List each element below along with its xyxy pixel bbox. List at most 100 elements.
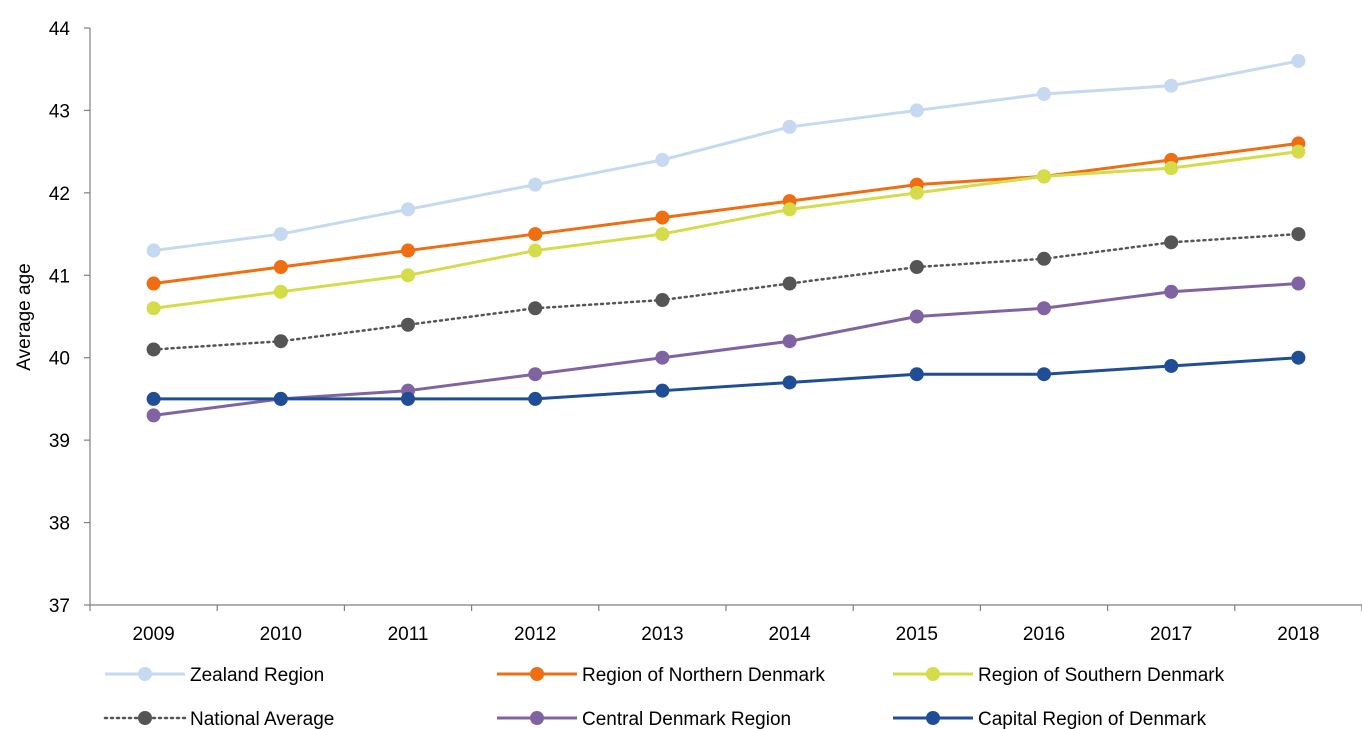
data-point (1037, 86, 1051, 101)
data-point (146, 276, 161, 291)
x-tick-label: 2015 (896, 624, 938, 645)
legend-label: National Average (190, 709, 334, 729)
y-axis-title: Average age (14, 263, 35, 370)
legend-swatch-marker (530, 667, 544, 681)
series-line (153, 282, 1299, 417)
series-group (146, 227, 1306, 357)
data-point (655, 383, 670, 398)
data-point (1037, 169, 1051, 184)
data-point (528, 391, 543, 406)
data-point (909, 103, 924, 118)
series-line (153, 59, 1299, 253)
data-point (401, 243, 415, 258)
data-point (1291, 350, 1306, 365)
data-point (401, 317, 415, 332)
data-point (782, 119, 797, 134)
data-point (273, 284, 288, 299)
data-point (528, 243, 543, 258)
legend-label: Central Denmark Region (582, 709, 791, 729)
x-tick-label: 2017 (1150, 624, 1192, 645)
y-tick-label: 43 (49, 101, 70, 122)
y-tick-label: 42 (49, 184, 70, 205)
y-tick-label: 39 (49, 431, 70, 452)
data-point (1291, 144, 1306, 159)
y-tick-label: 41 (49, 266, 70, 287)
series-layer (146, 53, 1306, 423)
data-point (146, 301, 161, 316)
series-group (146, 136, 1306, 291)
data-point (273, 334, 288, 349)
data-point (528, 177, 543, 192)
legend-swatch-marker (530, 711, 544, 725)
x-tick-label: 2014 (768, 624, 811, 645)
legend-swatch-marker (926, 667, 940, 681)
legend-label: Zealand Region (190, 665, 324, 686)
legend-label: Region of Northern Denmark (582, 665, 825, 686)
data-point (146, 243, 161, 258)
data-point (528, 367, 543, 382)
data-point (1037, 251, 1051, 266)
data-point (528, 301, 543, 316)
y-tick-label: 40 (49, 349, 70, 370)
series-line (153, 356, 1299, 401)
x-tick-label: 2012 (514, 624, 556, 645)
data-point (655, 350, 670, 365)
x-tick-label: 2013 (641, 624, 683, 645)
data-point (909, 185, 924, 200)
legend-item: Region of Northern Denmark (497, 665, 825, 686)
data-point (273, 391, 288, 406)
series-line (152, 232, 1300, 351)
data-point (1164, 161, 1179, 176)
data-point (146, 391, 161, 406)
data-point (146, 408, 161, 423)
x-tick-label: 2018 (1277, 624, 1319, 645)
legend-item: Region of Southern Denmark (893, 665, 1225, 686)
data-point (909, 260, 924, 275)
series-group (146, 276, 1306, 423)
data-point (1037, 301, 1051, 316)
x-tick-label: 2010 (260, 624, 302, 645)
data-point (401, 391, 415, 406)
x-tick-label: 2009 (132, 624, 174, 645)
data-point (909, 367, 924, 382)
x-tick-label: 2011 (388, 624, 429, 645)
y-tick-label: 38 (49, 514, 70, 535)
legend-item: Central Denmark Region (497, 709, 791, 729)
data-point (273, 227, 288, 242)
legend-item: Zealand Region (105, 665, 324, 686)
series-line (153, 150, 1299, 310)
legend-item: Capital Region of Denmark (893, 709, 1207, 729)
legend-swatch-marker (138, 667, 152, 681)
series-group (146, 350, 1306, 406)
series-line (153, 141, 1299, 286)
axes: 37 38 39 40 41 42 43 44 2009 2010 2011 2012 2013 2014… (49, 19, 1362, 645)
data-point (528, 227, 543, 242)
legend-swatch-marker (138, 711, 152, 725)
legend-swatch-marker (926, 711, 940, 725)
legend-item: National Average (103, 709, 334, 729)
data-point (1164, 235, 1179, 250)
data-point (655, 293, 670, 308)
data-point (782, 375, 797, 390)
data-point (1291, 227, 1306, 242)
x-tick-label: 2016 (1023, 624, 1065, 645)
data-point (1164, 284, 1179, 299)
data-point (1164, 78, 1179, 93)
data-point (273, 260, 288, 275)
y-tick-label: 37 (49, 596, 70, 617)
y-tick-label: 44 (49, 19, 71, 40)
legend: Zealand Region Region of Northern Denmark… (103, 665, 1225, 729)
legend-label: Region of Southern Denmark (978, 665, 1225, 686)
data-point (1291, 276, 1306, 291)
data-point (1037, 367, 1051, 382)
legend-label: Capital Region of Denmark (978, 709, 1207, 729)
data-point (146, 342, 161, 357)
data-point (401, 202, 415, 217)
data-point (401, 268, 415, 283)
data-point (1164, 358, 1179, 373)
series-group (146, 53, 1306, 258)
series-group (146, 144, 1306, 316)
data-point (782, 202, 797, 217)
data-point (1291, 53, 1306, 68)
